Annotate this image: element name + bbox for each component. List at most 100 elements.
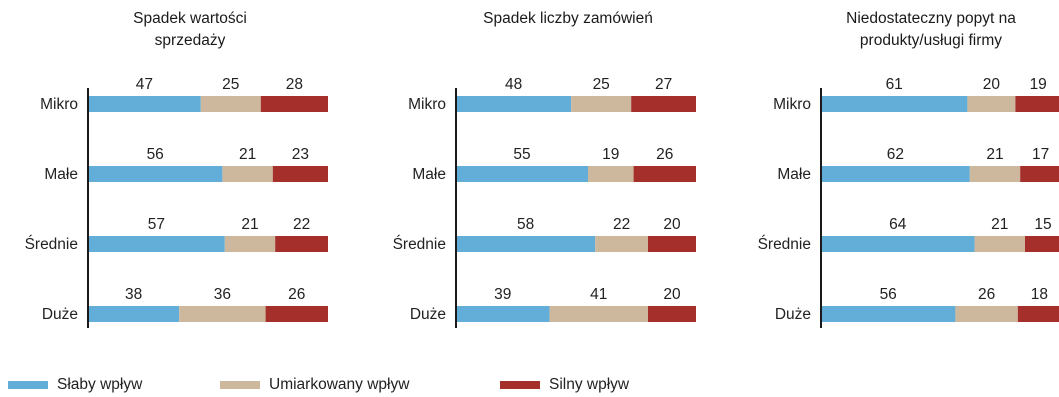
category-label: Duże [42,306,78,323]
bar-segment-moderate [974,236,1025,252]
data-label: 25 [593,76,610,93]
data-label: 57 [148,216,165,233]
chart-svg: Mikro 61 20 19 Małe 62 21 17 Średnie 64 21 15 Duże 56… [758,76,1059,328]
bar-segment-weak [88,96,201,112]
category-label: Średnie [758,235,811,253]
category-label: Mikro [40,96,78,113]
bar-segment-moderate [200,96,261,112]
data-label: 18 [1031,286,1048,303]
chart-title: Spadek liczby zamówień [483,10,653,27]
bar-segment-moderate [549,306,648,322]
data-label: 28 [286,76,303,93]
data-label: 15 [1034,216,1051,233]
bar-segment-weak [456,96,572,112]
data-label: 25 [222,76,239,93]
bar-segment-moderate [224,236,276,252]
data-label: 23 [292,146,309,163]
legend-label: Umiarkowany wpływ [269,376,410,393]
legend-swatch-weak [8,381,48,389]
chart-panel-insufficient-demand: Niedostateczny popyt na produkty/usługi … [733,0,1059,340]
category-label: Mikro [773,96,811,113]
data-label: 38 [125,286,142,303]
data-label: 20 [663,286,681,303]
data-label: 17 [1032,146,1049,163]
bar-segment-strong [1017,306,1059,322]
bar-segment-weak [821,306,956,322]
bar-segment-weak [821,166,970,182]
data-label: 27 [655,76,672,93]
data-label: 21 [991,216,1008,233]
data-label: 22 [293,216,310,233]
chart-svg: Mikro 47 25 28 Małe 56 21 23 Średnie 57 21 22 Duże 38… [25,76,328,328]
bar-segment-strong [260,96,328,112]
bar-segment-weak [88,306,180,322]
category-label: Duże [775,306,811,323]
bar-segment-weak [88,236,225,252]
bar-segment-strong [633,166,696,182]
bar-segment-strong [1015,96,1059,112]
bar-segment-strong [648,306,696,322]
data-label: 56 [880,286,897,303]
category-label: Średnie [25,235,78,253]
category-label: Mikro [408,96,446,113]
bar-segment-moderate [571,96,632,112]
legend-swatch-moderate [220,381,260,389]
bar-segment-strong [631,96,696,112]
category-label: Średnie [393,235,446,253]
chart-panel-sales-value: Spadek wartości sprzedaży Mikro 47 25 28 Mał… [0,0,340,340]
data-label: 55 [513,146,530,163]
bar-segment-weak [821,236,975,252]
data-label: 21 [239,146,256,163]
data-label: 61 [886,76,903,93]
data-label: 26 [978,286,995,303]
data-label: 19 [1030,76,1047,93]
category-label: Małe [412,166,446,183]
bar-segment-weak [456,236,596,252]
bar-segment-moderate [588,166,634,182]
data-label: 20 [983,76,1001,93]
data-label: 19 [602,146,619,163]
data-label: 39 [494,286,511,303]
bar-segment-strong [265,306,328,322]
data-label: 26 [288,286,305,303]
data-label: 26 [656,146,673,163]
legend-item-weak: Słaby wpływ [8,373,142,397]
data-label: 47 [136,76,153,93]
data-label: 48 [505,76,522,93]
data-label: 58 [517,216,534,233]
bar-segment-weak [456,166,588,182]
data-label: 62 [887,146,904,163]
bar-segment-strong [1020,166,1059,182]
bar-segment-moderate [955,306,1018,322]
data-label: 56 [147,146,164,163]
bar-segment-moderate [967,96,1016,112]
legend-item-strong: Silny wpływ [500,373,629,397]
chart-panel-order-count: Spadek liczby zamówień Mikro 48 25 27 Małe 55… [368,0,708,340]
legend-label: Silny wpływ [549,376,630,393]
bar-segment-moderate [222,166,273,182]
bar-segment-moderate [179,306,266,322]
bar-segment-moderate [595,236,648,252]
legend-item-moderate: Umiarkowany wpływ [220,373,409,397]
bar-segment-strong [648,236,696,252]
data-label: 36 [214,286,231,303]
category-label: Małe [777,166,811,183]
bar-segment-strong [1025,236,1059,252]
bar-segment-strong [275,236,328,252]
chart-title: Niedostateczny popyt na produkty/usługi … [846,10,1016,49]
category-label: Małe [44,166,78,183]
legend-label: Słaby wpływ [57,376,143,393]
bar-segment-weak [88,166,223,182]
legend-swatch-strong [500,381,540,389]
bar-segment-strong [272,166,328,182]
bar-segment-weak [456,306,550,322]
data-label: 20 [663,216,681,233]
data-label: 22 [613,216,630,233]
data-label: 41 [590,286,607,303]
data-label: 21 [241,216,258,233]
chart-title: Spadek wartości sprzedaży [133,10,247,49]
chart-svg: Mikro 48 25 27 Małe 55 19 26 Średnie 58 22 20 Duże 39… [393,76,696,328]
bar-segment-weak [821,96,968,112]
data-label: 21 [986,146,1003,163]
category-label: Duże [410,306,446,323]
